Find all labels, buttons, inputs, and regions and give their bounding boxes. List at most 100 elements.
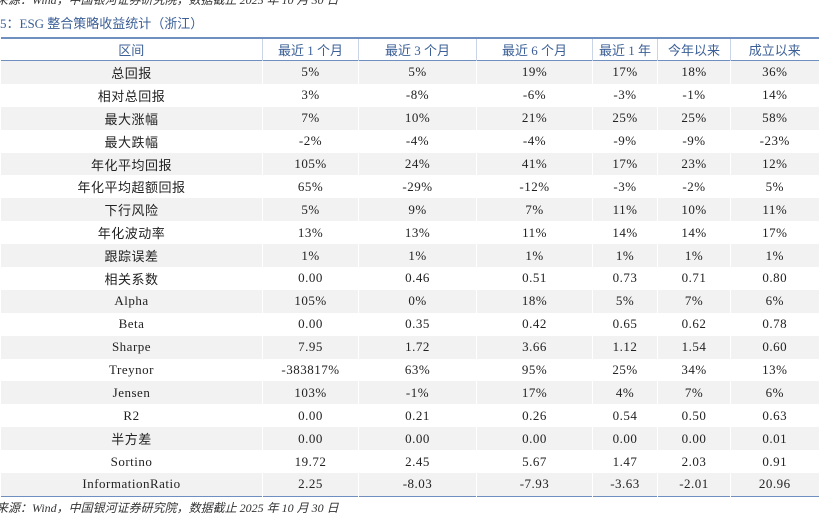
- value-cell: 2.25: [262, 473, 359, 497]
- value-cell: 34%: [657, 358, 731, 382]
- value-cell: 65%: [262, 175, 359, 199]
- table-row: 半方差 0.00 0.00 0.00 0.00 0.00 0.01: [0, 427, 819, 451]
- value-cell: 5%: [358, 60, 477, 84]
- value-cell: 25%: [657, 106, 731, 130]
- value-cell: 12%: [730, 152, 819, 176]
- table-row: 年化平均超额回报 65% -29% -12% -3% -2% 5%: [0, 175, 819, 199]
- header-cell: 今年以来: [657, 38, 731, 61]
- row-label: Beta: [0, 312, 263, 336]
- table-row: 相对总回报 3% -8% -6% -3% -1% 14%: [0, 83, 819, 107]
- value-cell: 7.95: [262, 335, 359, 359]
- value-cell: 0.71: [657, 267, 731, 290]
- value-cell: 0.00: [358, 427, 477, 451]
- value-cell: 0.00: [476, 427, 593, 451]
- header-cell: 最近 3 个月: [358, 38, 477, 61]
- value-cell: 0.00: [262, 267, 359, 290]
- value-cell: 0.78: [730, 312, 819, 336]
- value-cell: 18%: [476, 289, 593, 313]
- value-cell: 0%: [358, 289, 477, 313]
- value-cell: 1%: [262, 244, 359, 268]
- value-cell: 17%: [592, 60, 658, 84]
- value-cell: 1.54: [657, 335, 731, 359]
- row-label: Jensen: [0, 381, 263, 405]
- table-row: 跟踪误差 1% 1% 1% 1% 1% 1%: [0, 244, 819, 268]
- value-cell: 95%: [476, 358, 593, 382]
- value-cell: 0.54: [592, 404, 658, 428]
- row-label: InformationRatio: [0, 473, 263, 497]
- value-cell: -29%: [358, 175, 477, 199]
- value-cell: 0.46: [358, 267, 477, 290]
- value-cell: 0.65: [592, 312, 658, 336]
- value-cell: 0.00: [592, 427, 658, 451]
- row-label: 跟踪误差: [0, 244, 263, 268]
- value-cell: -23%: [730, 129, 819, 153]
- value-cell: 36%: [730, 60, 819, 84]
- header-cell: 区间: [118, 43, 145, 58]
- row-label: 下行风险: [0, 198, 263, 222]
- stats-table: 区间 最近 1 个月 最近 3 个月 最近 6 个月 最近 1 年今年以来 成立以来 总回…: [0, 37, 819, 497]
- value-cell: -6%: [476, 83, 593, 107]
- value-cell: 17%: [592, 152, 658, 176]
- value-cell: 0.26: [476, 404, 593, 428]
- row-label: 年化平均回报: [0, 152, 263, 176]
- value-cell: 21%: [476, 106, 593, 130]
- value-cell: 20.96: [730, 473, 819, 497]
- value-cell: 0.91: [730, 450, 819, 474]
- value-cell: 105%: [262, 289, 359, 313]
- value-cell: 58%: [730, 106, 819, 130]
- row-label: Treynor: [0, 358, 263, 382]
- value-cell: 7%: [262, 106, 359, 130]
- row-label: 年化波动率: [0, 221, 263, 245]
- value-cell: 1.12: [592, 335, 658, 359]
- value-cell: 11%: [476, 221, 593, 245]
- value-cell: 0.01: [730, 427, 819, 451]
- value-cell: 1%: [592, 244, 658, 268]
- value-cell: 0.63: [730, 404, 819, 428]
- value-cell: -9%: [657, 129, 731, 153]
- value-cell: 0.42: [476, 312, 593, 336]
- table-row: 最大跌幅 -2% -4% -4% -9% -9% -23%: [0, 129, 819, 153]
- row-label: 最大涨幅: [0, 106, 263, 130]
- value-cell: 6%: [730, 381, 819, 405]
- value-cell: -8%: [358, 83, 477, 107]
- table-header: 区间 最近 1 个月 最近 3 个月 最近 6 个月 最近 1 年今年以来 成立以来: [0, 38, 819, 61]
- value-cell: 3%: [262, 83, 359, 107]
- value-cell: 0.73: [592, 267, 658, 290]
- value-cell: 18%: [657, 60, 731, 84]
- value-cell: 5%: [592, 289, 658, 313]
- table-row: 年化平均回报 105% 24% 41% 17% 23% 12%: [0, 152, 819, 176]
- value-cell: 10%: [358, 106, 477, 130]
- value-cell: 1.72: [358, 335, 477, 359]
- value-cell: 0.50: [657, 404, 731, 428]
- value-cell: 2.45: [358, 450, 477, 474]
- row-label: R2: [0, 404, 263, 428]
- value-cell: 0.51: [476, 267, 593, 290]
- table-body: 总回报 5% 5% 19% 17% 18% 36% 相对总回报 3% -8% -6% -3% -1% 14…: [0, 60, 819, 497]
- value-cell: 4%: [592, 381, 658, 405]
- value-cell: -3%: [592, 83, 658, 107]
- value-cell: 41%: [476, 152, 593, 176]
- value-cell: 0.35: [358, 312, 477, 336]
- value-cell: 5.67: [476, 450, 593, 474]
- table-row: 相关系数 0.00 0.46 0.51 0.73 0.71 0.80: [0, 267, 819, 290]
- value-cell: 1%: [657, 244, 731, 268]
- header-cell: 最近 1 个月: [262, 38, 359, 61]
- value-cell: 0.62: [657, 312, 731, 336]
- table-row: 最大涨幅 7% 10% 21% 25% 25% 58%: [0, 106, 819, 130]
- table-row: 总回报 5% 5% 19% 17% 18% 36%: [0, 60, 819, 84]
- value-cell: -1%: [358, 381, 477, 405]
- table-row: 下行风险 5% 9% 7% 11% 10% 11%: [0, 198, 819, 222]
- value-cell: 5%: [262, 198, 359, 222]
- value-cell: -12%: [476, 175, 593, 199]
- value-cell: 5%: [730, 175, 819, 199]
- value-cell: 103%: [262, 381, 359, 405]
- header-cell: 最近 1 年: [592, 38, 658, 61]
- value-cell: 17%: [730, 221, 819, 245]
- value-cell: 13%: [730, 358, 819, 382]
- value-cell: 2.03: [657, 450, 731, 474]
- value-cell: 3.66: [476, 335, 593, 359]
- value-cell: 14%: [657, 221, 731, 245]
- value-cell: 14%: [592, 221, 658, 245]
- row-label: 总回报: [0, 60, 263, 84]
